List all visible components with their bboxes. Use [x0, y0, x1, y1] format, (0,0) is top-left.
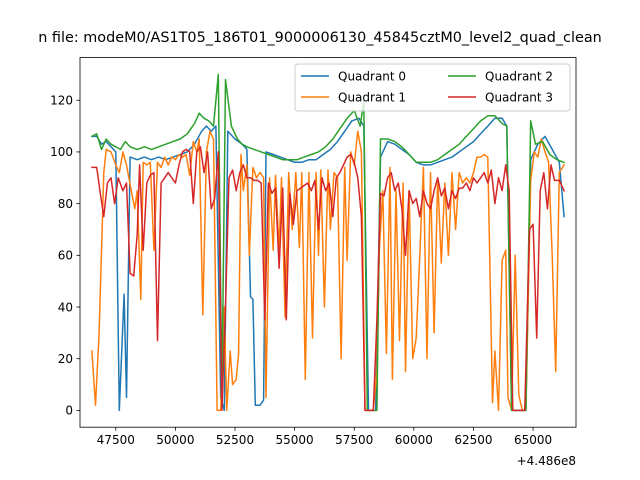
- x-tick-label: 57500: [335, 433, 373, 447]
- y-tick-label: 120: [50, 94, 73, 108]
- legend-label: Quadrant 3: [485, 90, 553, 104]
- legend-label: Quadrant 0: [338, 69, 406, 83]
- series-line-quadrant-2: [90, 73, 566, 412]
- chart-title: n file: modeM0/AS1T05_186T01_9000006130_…: [38, 30, 602, 46]
- series-line-quadrant-3: [91, 146, 566, 412]
- y-tick-label: 0: [65, 404, 73, 418]
- series-line-quadrant-1: [91, 130, 566, 412]
- x-axis: 47500 50000 52500 55000 57500 60000 62500 65000: [97, 427, 552, 447]
- plot-area-frame: [79, 57, 577, 428]
- x-axis-offset-text: +4.486e8: [517, 454, 576, 468]
- y-axis: 0 20 40 60 80 100 120: [50, 94, 80, 418]
- series-lines: [90, 73, 566, 412]
- x-tick-label: 50000: [156, 433, 194, 447]
- x-tick-label: 52500: [216, 433, 254, 447]
- x-tick-label: 65000: [514, 433, 552, 447]
- legend: Quadrant 0 Quadrant 1 Quadrant 2 Quadrant 3: [294, 63, 571, 112]
- legend-label: Quadrant 2: [485, 69, 553, 83]
- series-line-quadrant-0: [91, 117, 565, 412]
- y-tick-label: 20: [58, 352, 73, 366]
- x-tick-label: 60000: [395, 433, 433, 447]
- y-tick-label: 100: [50, 145, 73, 159]
- x-tick-label: 62500: [454, 433, 492, 447]
- y-tick-label: 80: [58, 197, 73, 211]
- y-tick-label: 40: [58, 300, 73, 314]
- legend-label: Quadrant 1: [338, 90, 406, 104]
- x-tick-label: 55000: [276, 433, 314, 447]
- legend-box: [294, 63, 571, 112]
- y-tick-label: 60: [58, 249, 73, 263]
- x-tick-label: 47500: [97, 433, 135, 447]
